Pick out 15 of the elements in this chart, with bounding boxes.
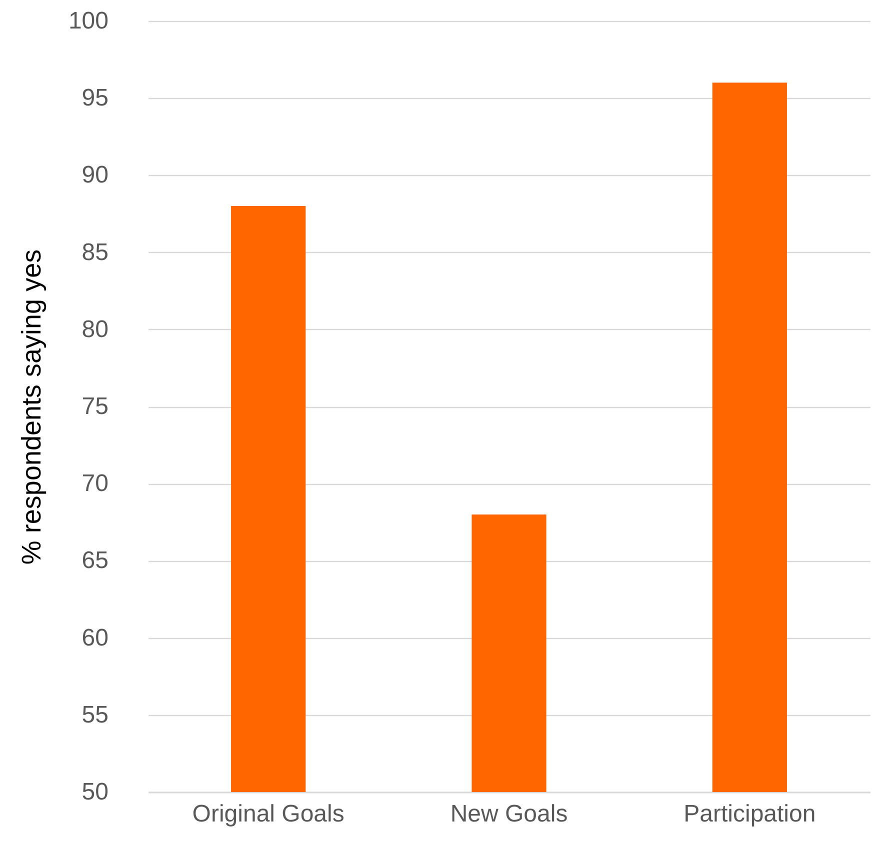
y-tick-label: 85 [82, 238, 108, 266]
y-tick-label: 55 [82, 701, 108, 728]
y-tick-label: 90 [82, 162, 108, 189]
x-tick-label: Original Goals [192, 800, 344, 828]
y-tick-label: 60 [82, 624, 108, 652]
y-tick-label: 80 [82, 316, 108, 343]
y-tick-label: 65 [82, 547, 108, 574]
x-tick-label: Participation [684, 800, 816, 828]
y-tick-label: 100 [68, 8, 108, 34]
y-tick-label: 50 [82, 778, 108, 806]
y-tick-label: 95 [82, 84, 108, 112]
y-axis-title: % respondents saying yes [16, 249, 46, 565]
y-tick-label: 70 [82, 470, 108, 498]
x-tick-label: New Goals [450, 800, 568, 828]
y-tick-label: 75 [82, 393, 108, 420]
